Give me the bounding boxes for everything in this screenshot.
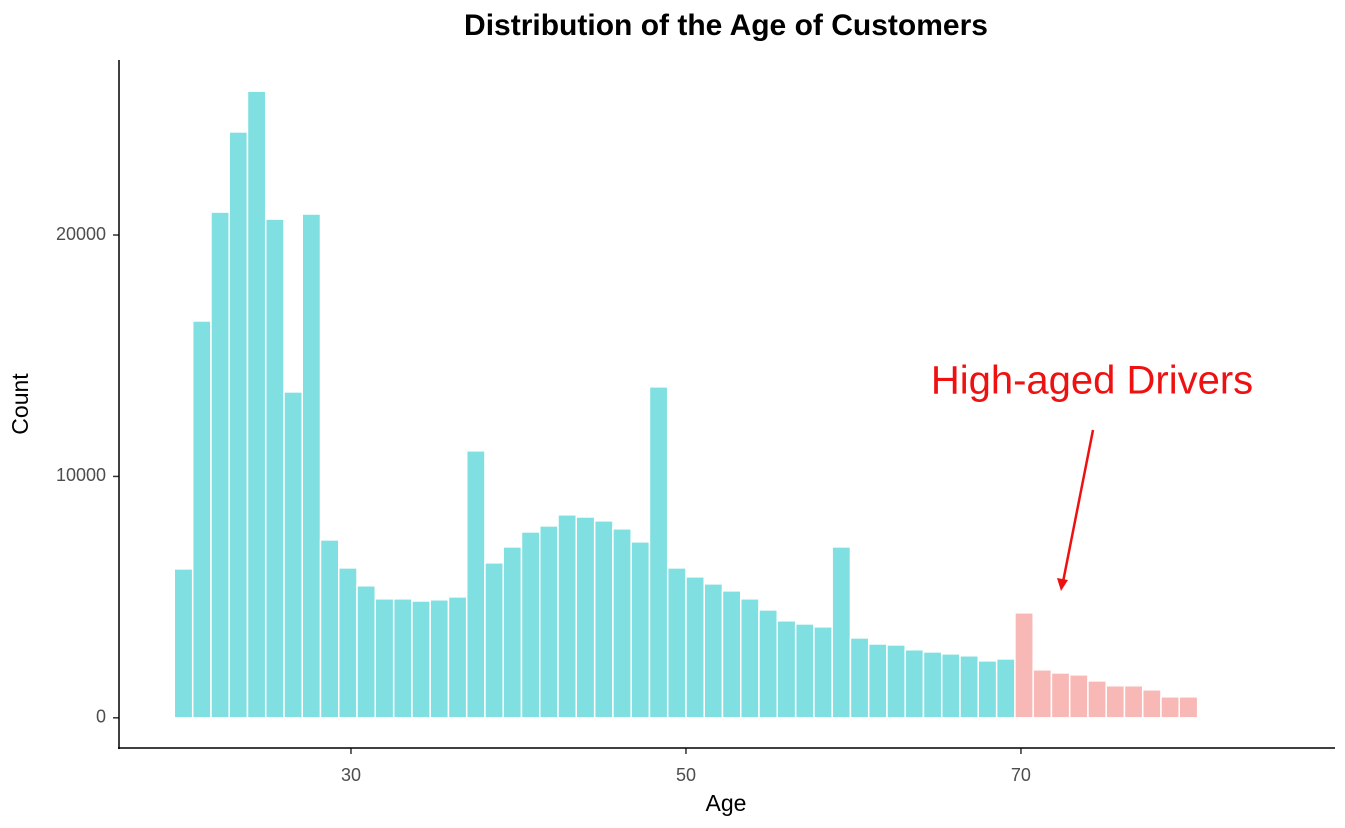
bar — [886, 644, 906, 719]
bar — [959, 655, 979, 719]
annotation-arrow — [1057, 429, 1095, 591]
bar — [1160, 696, 1180, 719]
bar — [228, 131, 249, 719]
bar — [191, 320, 212, 719]
annotation: High-aged Drivers — [931, 359, 1253, 403]
bar — [1105, 684, 1126, 719]
bar — [210, 211, 230, 719]
y-tick-label: 10000 — [56, 465, 106, 485]
bar — [502, 546, 523, 719]
bar — [246, 90, 267, 719]
bar — [940, 653, 961, 719]
bar — [703, 583, 724, 719]
bar — [794, 623, 815, 719]
bar — [538, 525, 559, 719]
bar — [447, 596, 468, 719]
bar — [648, 386, 669, 719]
bar — [392, 598, 413, 719]
bar — [849, 637, 870, 719]
bar — [173, 568, 194, 719]
chart-title: Distribution of the Age of Customers — [464, 9, 988, 42]
bar — [465, 450, 486, 719]
bar — [831, 546, 852, 719]
bar — [338, 567, 358, 719]
bar — [922, 651, 943, 719]
bar — [356, 585, 377, 719]
bar — [1087, 680, 1107, 719]
x-tick-label: 30 — [341, 765, 361, 785]
bar — [612, 528, 632, 719]
x-tick-label: 70 — [1011, 765, 1031, 785]
bar — [429, 599, 450, 719]
bar — [319, 539, 340, 719]
bar — [666, 567, 687, 719]
bar — [520, 531, 541, 719]
bar — [264, 218, 285, 719]
bar — [776, 620, 797, 719]
bar — [557, 514, 578, 719]
bar — [301, 213, 322, 719]
bar — [283, 391, 303, 719]
bar — [1050, 672, 1071, 719]
bar — [867, 643, 888, 719]
bar — [484, 562, 504, 719]
bar — [1141, 689, 1162, 719]
x-tick-label: 50 — [676, 765, 696, 785]
bar — [1123, 684, 1144, 719]
bar — [1068, 674, 1089, 719]
bar — [904, 648, 925, 719]
bar — [1032, 669, 1053, 719]
bar — [1014, 612, 1034, 719]
bar — [411, 600, 431, 719]
bar — [739, 598, 760, 719]
bar — [374, 598, 395, 719]
bar — [721, 590, 742, 719]
bar — [813, 626, 833, 719]
y-tick-label: 0 — [96, 707, 106, 727]
bar — [630, 541, 651, 719]
bar — [593, 520, 614, 719]
bar — [1178, 696, 1199, 719]
y-axis-title: Count — [7, 373, 33, 435]
bar — [758, 609, 778, 719]
bar — [977, 660, 998, 719]
x-axis-title: Age — [706, 790, 747, 816]
bar — [685, 576, 705, 719]
bar — [995, 658, 1016, 719]
y-tick-label: 20000 — [56, 224, 106, 244]
bar — [575, 516, 596, 719]
